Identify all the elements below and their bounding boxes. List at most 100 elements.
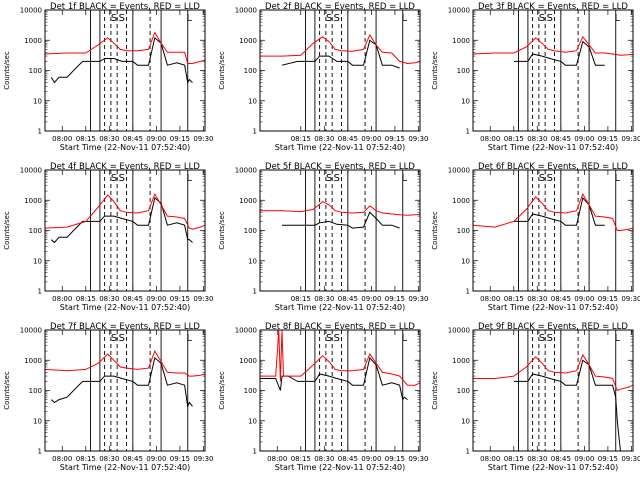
x-tick-label: 08:30 <box>527 135 547 143</box>
plot-frame <box>44 169 206 292</box>
x-tick-label: 08:15 <box>291 455 311 463</box>
x-tick-label: 09:15 <box>598 135 618 143</box>
y-tick-label: 100 <box>244 67 257 75</box>
series-lld-3 <box>472 35 634 56</box>
x-tick-label: 09:15 <box>170 455 190 463</box>
x-tick-label: 09:30 <box>621 135 640 143</box>
panel-det-8: Det 8f BLACK = Events, RED = LLD Counts/s… <box>218 322 429 472</box>
y-tick-label: 10 <box>461 257 470 265</box>
x-tick-label: 09:15 <box>170 295 190 303</box>
panel-title-5: Det 5f BLACK = Events, RED = LLD <box>265 162 415 172</box>
marker-label: S <box>119 173 125 184</box>
x-tick-label: 08:45 <box>551 295 571 303</box>
panel-det-9: Det 9f BLACK = Events, RED = LLD Counts/s… <box>431 322 640 472</box>
y-tick-label: 1 <box>466 128 470 136</box>
x-tick-label: 08:45 <box>123 455 143 463</box>
y-tick-label: 1000 <box>24 37 42 45</box>
plot-frame <box>472 9 634 132</box>
x-axis-label-5: Start Time (22-Nov-11 07:52:40) <box>275 303 405 312</box>
x-tick-label: 08:15 <box>291 135 311 143</box>
x-tick-label: 08:00 <box>480 295 500 303</box>
panel-det-4: Det 4f BLACK = Events, RED = LLD Counts/s… <box>3 162 214 312</box>
marker-label: S <box>111 13 117 24</box>
series-lld-6 <box>472 192 634 231</box>
series-events-2 <box>281 39 400 69</box>
x-tick-label: 09:30 <box>408 295 428 303</box>
y-tick-label: 1 <box>253 128 257 136</box>
marker-label: L <box>402 173 408 184</box>
x-tick-label: 08:15 <box>504 455 524 463</box>
marker-label: S <box>326 173 332 184</box>
panel-det-1: Det 1f BLACK = Events, RED = LLD Counts/s… <box>3 2 214 152</box>
series-events-1 <box>50 36 193 84</box>
y-tick-label: 1 <box>466 288 470 296</box>
y-tick-label: 100 <box>29 67 42 75</box>
plot-frame <box>472 169 634 292</box>
y-tick-label: 100 <box>29 227 42 235</box>
y-tick-label: 100 <box>244 227 257 235</box>
y-tick-label: 1000 <box>24 197 42 205</box>
marker-label: S <box>111 173 117 184</box>
y-tick-label: 10000 <box>235 167 257 175</box>
x-tick-label: 08:15 <box>291 295 311 303</box>
panel-title-1: Det 1f BLACK = Events, RED = LLD <box>50 2 200 12</box>
y-axis-label-5: Counts/sec <box>218 211 226 250</box>
y-tick-label: 10 <box>461 417 470 425</box>
panel-title-3: Det 3f BLACK = Events, RED = LLD <box>478 2 628 12</box>
x-tick-label: 08:30 <box>314 295 334 303</box>
plot-frame <box>259 9 421 132</box>
marker-label: S <box>334 333 340 344</box>
x-tick-label: 09:15 <box>598 455 618 463</box>
x-tick-label: 09:15 <box>385 455 405 463</box>
y-axis-label-3: Counts/sec <box>431 51 439 90</box>
x-axis-label-6: Start Time (22-Nov-11 07:52:40) <box>488 303 618 312</box>
x-tick-label: 08:45 <box>123 135 143 143</box>
panel-det-6: Det 6f BLACK = Events, RED = LLD Counts/s… <box>431 162 640 312</box>
y-tick-label: 10 <box>248 257 257 265</box>
panel-det-5: Det 5f BLACK = Events, RED = LLD Counts/s… <box>218 162 429 312</box>
y-tick-label: 100 <box>29 387 42 395</box>
panel-det-7: Det 7f BLACK = Events, RED = LLD Counts/s… <box>3 322 214 472</box>
y-tick-label: 1000 <box>24 357 42 365</box>
y-tick-label: 10 <box>248 97 257 105</box>
panel-title-6: Det 6f BLACK = Events, RED = LLD <box>478 162 628 172</box>
y-axis-label-7: Counts/sec <box>3 371 11 410</box>
x-tick-label: 09:30 <box>193 135 213 143</box>
y-tick-label: 1 <box>38 128 42 136</box>
series-lld-8 <box>260 329 421 386</box>
x-tick-label: 09:30 <box>193 455 213 463</box>
y-tick-label: 10000 <box>235 7 257 15</box>
marker-label: S <box>111 333 117 344</box>
series-events-7 <box>50 356 193 409</box>
marker-label: L <box>402 333 408 344</box>
x-axis-label-3: Start Time (22-Nov-11 07:52:40) <box>488 143 618 152</box>
y-axis-label-4: Counts/sec <box>3 211 11 250</box>
x-tick-label: 09:00 <box>146 455 166 463</box>
x-tick-label: 08:30 <box>99 295 119 303</box>
y-axis-label-8: Counts/sec <box>218 371 226 410</box>
y-tick-label: 1 <box>38 288 42 296</box>
plot-frame <box>44 329 206 452</box>
x-tick-label: 09:00 <box>146 295 166 303</box>
y-axis-label-1: Counts/sec <box>3 51 11 90</box>
marker-label: L <box>402 13 408 24</box>
x-tick-label: 09:15 <box>385 295 405 303</box>
x-tick-label: 08:45 <box>123 295 143 303</box>
plot-frame <box>472 329 634 452</box>
y-tick-label: 10000 <box>448 7 470 15</box>
series-events-5 <box>282 211 400 229</box>
panel-title-4: Det 4f BLACK = Events, RED = LLD <box>50 162 200 172</box>
x-tick-label: 08:00 <box>480 135 500 143</box>
x-tick-label: 09:00 <box>146 135 166 143</box>
y-tick-label: 100 <box>457 387 470 395</box>
y-tick-label: 1000 <box>239 197 257 205</box>
series-lld-2 <box>260 33 421 65</box>
series-lld-9 <box>473 353 634 392</box>
x-tick-label: 08:15 <box>76 135 96 143</box>
y-tick-label: 10 <box>33 417 42 425</box>
panel-title-2: Det 2f BLACK = Events, RED = LLD <box>265 2 415 12</box>
marker-label: S <box>334 13 340 24</box>
y-tick-label: 10000 <box>20 327 42 335</box>
x-tick-label: 09:00 <box>574 295 594 303</box>
y-axis-label-6: Counts/sec <box>431 211 439 250</box>
